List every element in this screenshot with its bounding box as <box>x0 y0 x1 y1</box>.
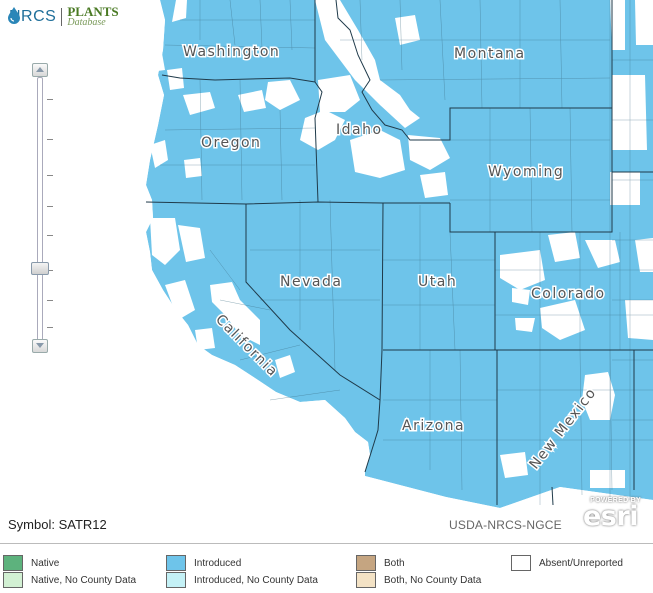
legend-label: Both <box>384 557 405 569</box>
map-credit: USDA-NRCS-NGCE <box>449 518 562 532</box>
legend-swatch <box>166 572 186 588</box>
logo-divider <box>61 8 63 26</box>
plants-text: PLANTS <box>67 4 119 19</box>
zoom-tick <box>47 270 53 271</box>
legend-swatch <box>166 555 186 571</box>
zoom-handle[interactable] <box>31 262 49 275</box>
nrcs-text: NRCS <box>9 8 57 25</box>
legend-label: Introduced <box>194 557 242 569</box>
county-lines <box>160 0 653 505</box>
state-label-nevada: Nevada <box>280 274 342 290</box>
state-label-utah: Utah <box>418 274 457 290</box>
legend-swatch <box>3 555 23 571</box>
state-label-arizona: Arizona <box>402 418 465 434</box>
legend-swatch <box>356 572 376 588</box>
powered-by-text: POWERED BY <box>590 497 641 504</box>
legend-item-absent: Absent/Unreported <box>511 555 623 571</box>
legend-label: Native <box>31 557 60 569</box>
state-label-idaho: Idaho <box>336 122 383 138</box>
database-text: Database <box>67 17 106 28</box>
map-canvas[interactable]: Washington Montana Oregon Idaho Wyoming … <box>0 0 653 543</box>
legend-item-native-no-county: Native, No County Data <box>3 572 136 588</box>
legend-swatch <box>356 555 376 571</box>
water-drop-icon <box>8 7 20 24</box>
legend-item-introduced-no-county: Introduced, No County Data <box>166 572 318 588</box>
zoom-tick <box>47 235 53 236</box>
zoom-tick <box>47 139 53 140</box>
legend-label: Both, No County Data <box>384 574 482 586</box>
legend-label: Introduced, No County Data <box>194 574 318 586</box>
chevron-up-icon <box>36 67 44 72</box>
ocean <box>0 0 653 543</box>
zoom-in-button[interactable] <box>32 63 48 77</box>
zoom-tick <box>47 300 53 301</box>
legend-item-native: Native <box>3 555 59 571</box>
zoom-tick <box>47 99 53 100</box>
legend-label: Absent/Unreported <box>539 557 623 569</box>
zoom-slider[interactable] <box>31 63 53 353</box>
legend-item-both: Both <box>356 555 405 571</box>
plants-database-text: PLANTS Database <box>67 4 119 28</box>
zoom-tick <box>47 175 53 176</box>
esri-logo[interactable]: POWERED BY esri <box>583 497 641 537</box>
esri-wordmark: esri <box>583 501 638 532</box>
zoom-track[interactable] <box>37 77 43 341</box>
map-legend: Native Native, No County Data Introduced… <box>0 545 653 593</box>
symbol-label: Symbol: SATR12 <box>8 517 107 532</box>
legend-item-introduced: Introduced <box>166 555 241 571</box>
zoom-tick <box>47 206 53 207</box>
state-label-wyoming: Wyoming <box>488 164 564 180</box>
legend-swatch <box>511 555 531 571</box>
state-label-colorado: Colorado <box>531 286 606 302</box>
zoom-tick <box>47 327 53 328</box>
nrcs-plants-logo[interactable]: NRCS PLANTS Database <box>6 4 119 28</box>
state-boundaries <box>145 0 653 506</box>
state-labels: Washington Montana Oregon Idaho Wyoming … <box>182 43 606 474</box>
absent-counties <box>148 0 653 488</box>
state-label-oregon: Oregon <box>201 135 261 151</box>
zoom-out-button[interactable] <box>32 339 48 353</box>
state-label-washington: Washington <box>183 44 280 60</box>
legend-swatch <box>3 572 23 588</box>
legend-item-both-no-county: Both, No County Data <box>356 572 481 588</box>
distribution-map[interactable]: Washington Montana Oregon Idaho Wyoming … <box>0 0 653 544</box>
introduced-land <box>146 0 653 508</box>
legend-label: Native, No County Data <box>31 574 137 586</box>
chevron-down-icon <box>36 343 44 348</box>
state-label-montana: Montana <box>454 46 526 62</box>
